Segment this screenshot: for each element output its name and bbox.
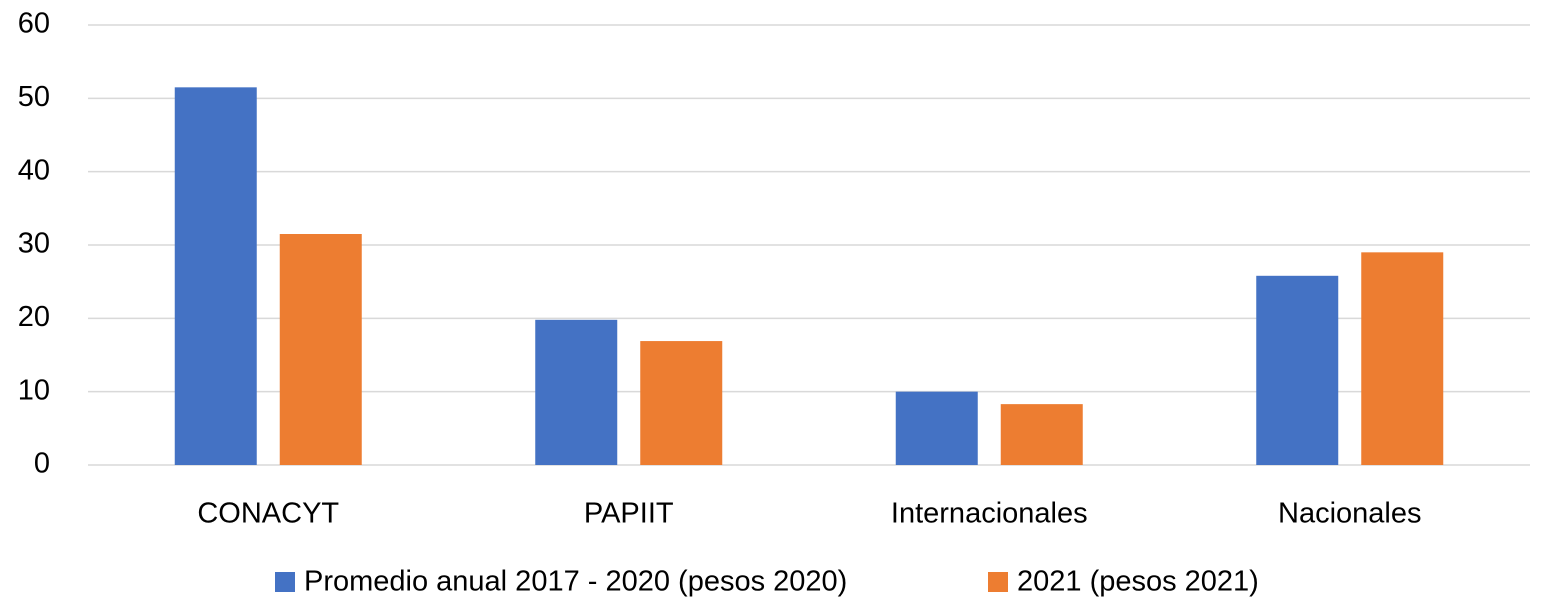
y-tick-label: 10 xyxy=(18,374,50,406)
legend-swatch xyxy=(988,572,1008,592)
bar xyxy=(640,341,723,465)
bar xyxy=(895,391,978,465)
y-tick-label: 40 xyxy=(18,154,50,186)
bar xyxy=(535,319,618,465)
bar xyxy=(1256,275,1339,465)
bar xyxy=(174,87,257,465)
y-tick-label: 50 xyxy=(18,81,50,113)
y-tick-label: 0 xyxy=(34,448,50,480)
bar xyxy=(1361,252,1444,465)
y-tick-label: 60 xyxy=(18,8,50,40)
y-tick-label: 20 xyxy=(18,301,50,333)
x-tick-label: CONACYT xyxy=(197,498,339,530)
x-tick-label: Internacionales xyxy=(891,498,1088,530)
x-tick-label: PAPIIT xyxy=(584,498,674,530)
legend-label: 2021 (pesos 2021) xyxy=(1017,566,1259,598)
y-tick-label: 30 xyxy=(18,228,50,260)
bar xyxy=(1000,404,1083,465)
legend-label: Promedio anual 2017 - 2020 (pesos 2020) xyxy=(304,566,847,598)
legend-swatch xyxy=(275,572,295,592)
x-tick-label: Nacionales xyxy=(1278,498,1421,530)
bar xyxy=(279,234,362,465)
